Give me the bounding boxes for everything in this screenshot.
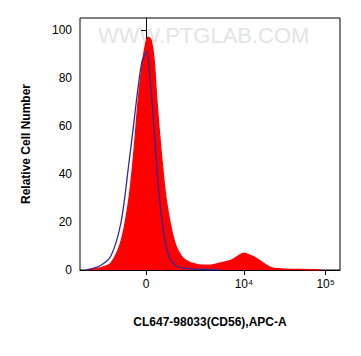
svg-text:20: 20 [59,215,73,229]
svg-text:60: 60 [59,119,73,133]
svg-text:CL647-98033(CD56),APC-A: CL647-98033(CD56),APC-A [133,315,287,329]
svg-text:Relative Cell Number: Relative Cell Number [19,84,33,204]
svg-text:10⁵: 10⁵ [316,277,334,291]
svg-text:WWW.PTGLAB.COM: WWW.PTGLAB.COM [98,23,309,48]
svg-text:10⁴: 10⁴ [235,277,254,291]
svg-text:80: 80 [59,71,73,85]
svg-text:100: 100 [52,23,72,37]
svg-text:0: 0 [65,263,72,277]
svg-text:40: 40 [59,167,73,181]
svg-text:0: 0 [143,277,150,291]
